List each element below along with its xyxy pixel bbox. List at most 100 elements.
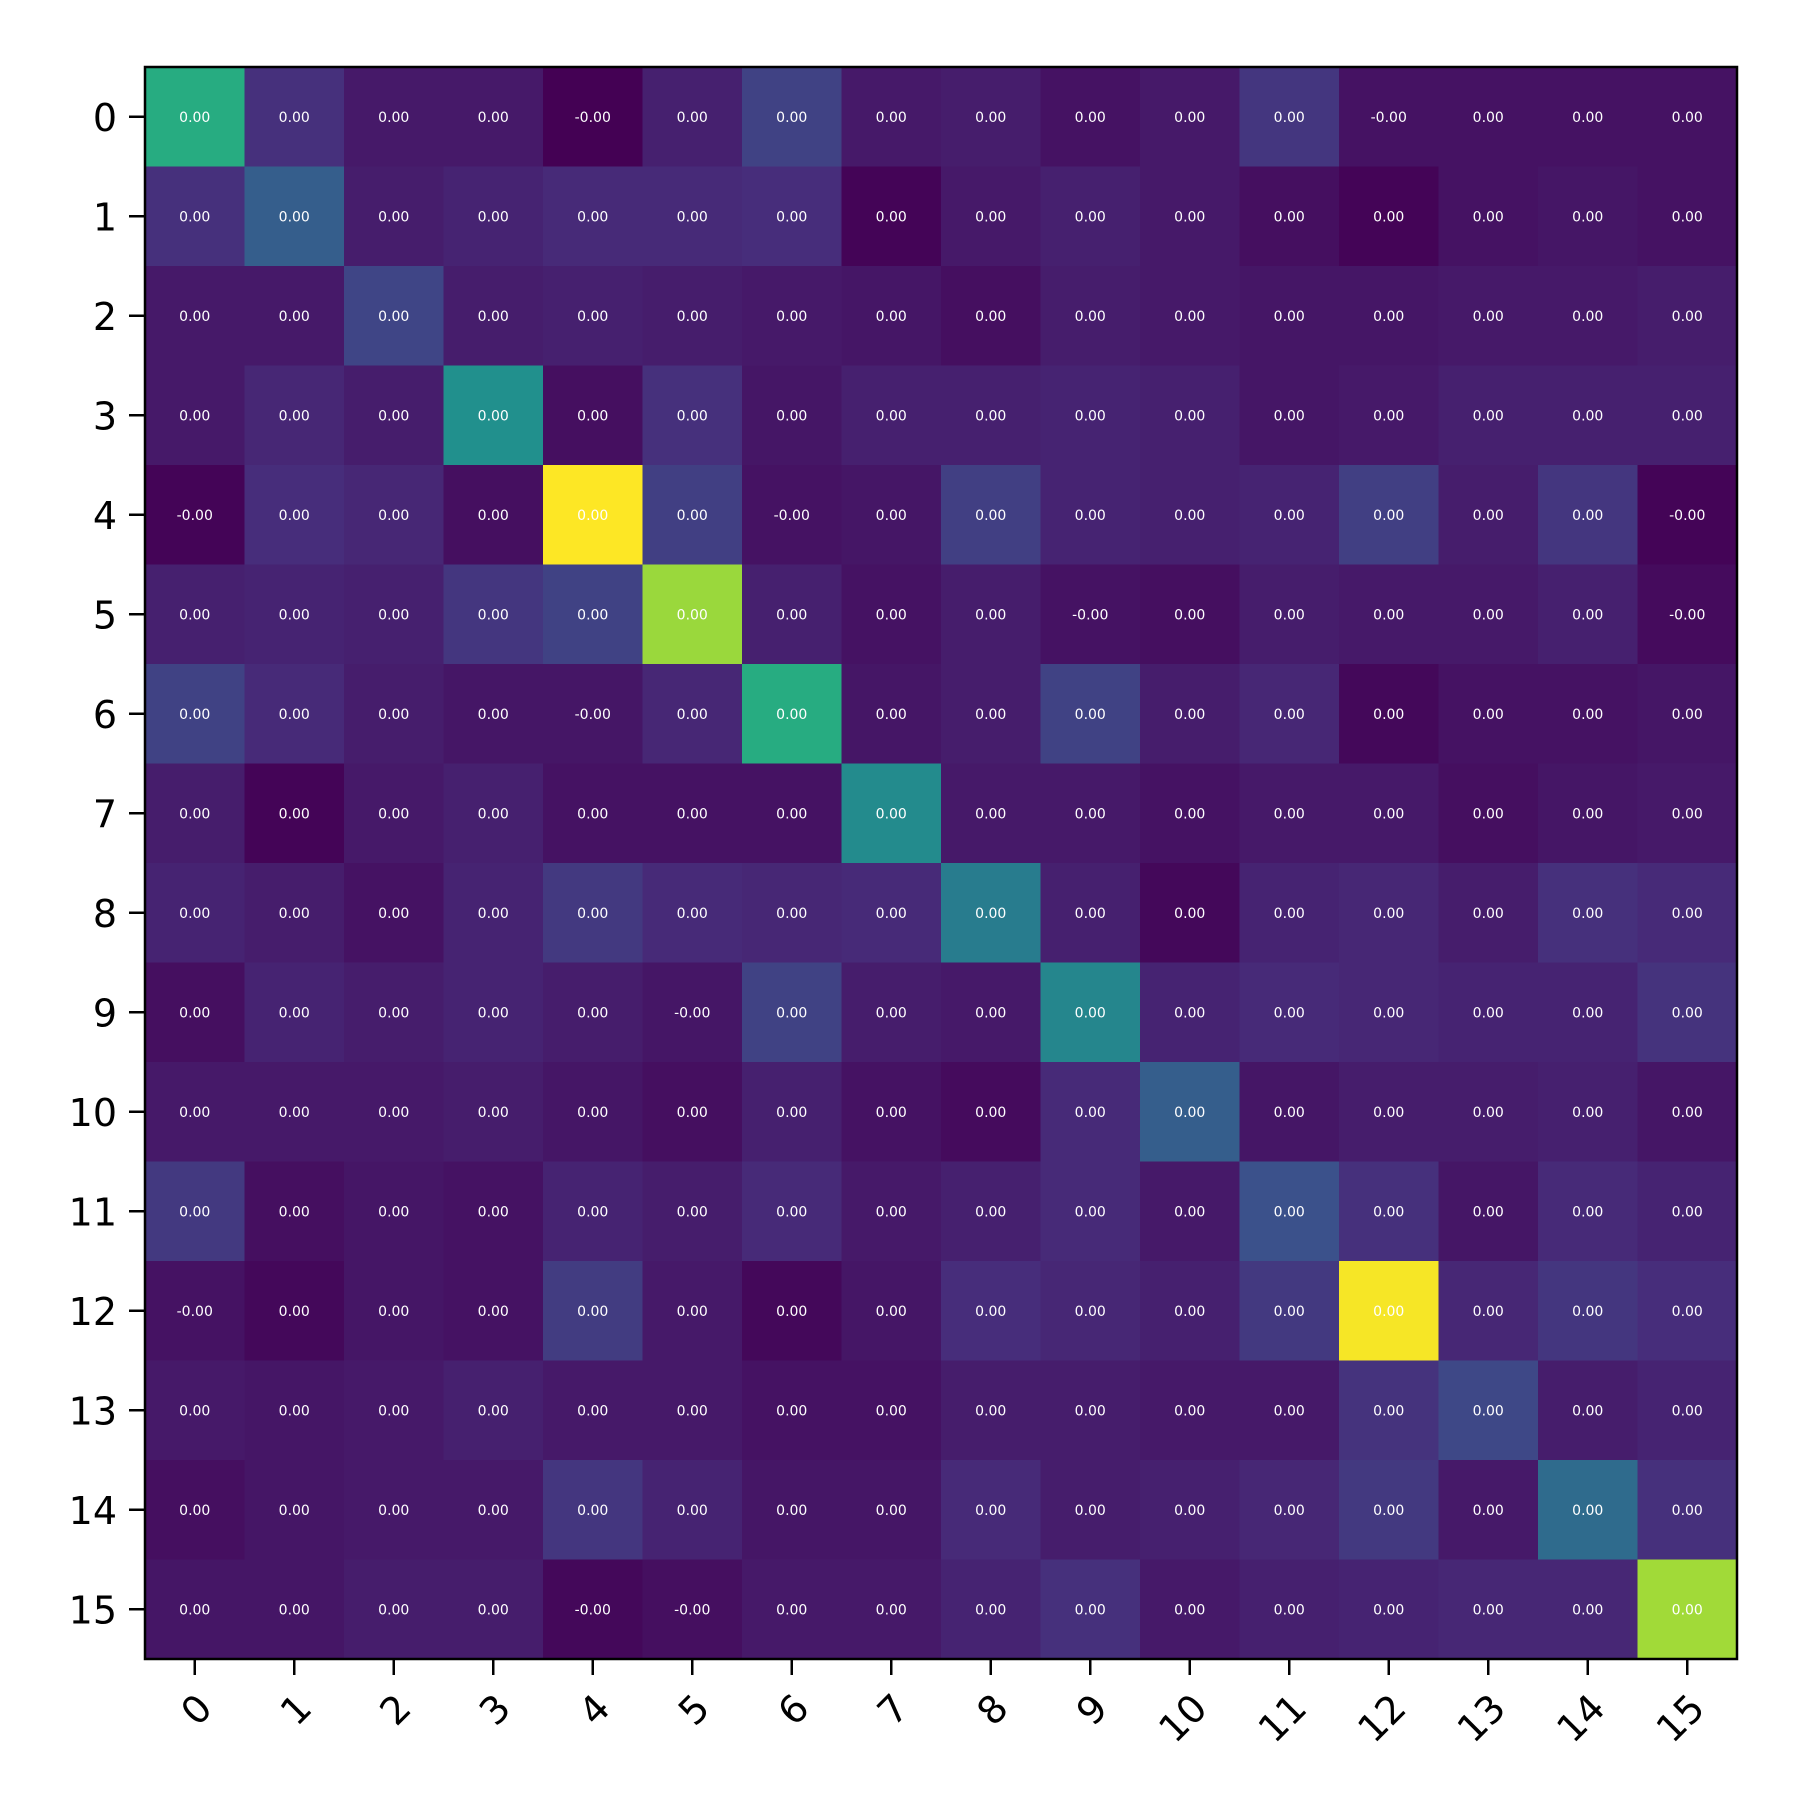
heatmap-cell-r3-c1 <box>244 365 345 466</box>
heatmap-cell-r4-c6 <box>742 465 843 566</box>
cell-label-r2-c11: 0.00 <box>1274 309 1305 325</box>
y-tick-label-6: 6 <box>93 693 117 737</box>
cell-label-r14-c7: 0.00 <box>876 1503 907 1519</box>
heatmap-cell-r12-c4 <box>543 1261 644 1362</box>
cell-label-r7-c15: 0.00 <box>1672 806 1703 822</box>
heatmap-cell-r0-c9 <box>1040 67 1141 168</box>
heatmap-cell-r14-c14 <box>1538 1460 1639 1561</box>
cell-label-r9-c10: 0.00 <box>1174 1005 1205 1021</box>
heatmap-cell-r0-c13 <box>1438 67 1539 168</box>
heatmap-cell-r11-c10 <box>1140 1161 1241 1262</box>
heatmap-cell-r0-c5 <box>642 67 743 168</box>
cell-label-r15-c11: 0.00 <box>1274 1602 1305 1618</box>
heatmap-cell-r5-c3 <box>443 564 544 665</box>
heatmap-cell-r15-c11 <box>1239 1559 1340 1660</box>
heatmap-cell-r5-c14 <box>1538 564 1639 665</box>
heatmap-cell-r6-c10 <box>1140 664 1241 765</box>
cell-label-r5-c4: 0.00 <box>577 607 608 623</box>
cell-label-r0-c0: 0.00 <box>179 110 210 126</box>
plot-frame <box>143 65 1739 1661</box>
cell-label-r6-c13: 0.00 <box>1473 707 1504 723</box>
heatmap-cell-r11-c14 <box>1538 1161 1639 1262</box>
heatmap-cell-r0-c0 <box>145 67 246 168</box>
heatmap-cell-r8-c6 <box>742 863 843 964</box>
cell-label-r5-c12: 0.00 <box>1373 607 1404 623</box>
heatmap-cell-r14-c12 <box>1339 1460 1440 1561</box>
cell-label-r9-c4: 0.00 <box>577 1005 608 1021</box>
heatmap-cell-r14-c2 <box>344 1460 445 1561</box>
heatmap-cell-r0-c12 <box>1339 67 1440 168</box>
heatmap-cell-r9-c11 <box>1239 962 1340 1063</box>
heatmap-cell-r4-c11 <box>1239 465 1340 566</box>
heatmap-cell-r9-c1 <box>244 962 345 1063</box>
heatmap-cell-r11-c13 <box>1438 1161 1539 1262</box>
heatmap-cell-r15-c9 <box>1040 1559 1141 1660</box>
heatmap-cell-r3-c8 <box>941 365 1042 466</box>
cell-label-r4-c11: 0.00 <box>1274 508 1305 524</box>
heatmap-cell-r15-c10 <box>1140 1559 1241 1660</box>
heatmap-cell-r6-c7 <box>841 664 942 765</box>
heatmap-cell-r15-c0 <box>145 1559 246 1660</box>
heatmap-cell-r8-c14 <box>1538 863 1639 964</box>
heatmap-cell-r2-c7 <box>841 266 942 367</box>
heatmap-cell-r5-c4 <box>543 564 644 665</box>
cell-label-r6-c11: 0.00 <box>1274 707 1305 723</box>
heatmap-cell-r7-c9 <box>1040 763 1141 864</box>
cell-label-r8-c2: 0.00 <box>378 906 409 922</box>
heatmap-cell-r2-c8 <box>941 266 1042 367</box>
heatmap-cell-r1-c10 <box>1140 166 1241 267</box>
cell-label-r9-c7: 0.00 <box>876 1005 907 1021</box>
heatmap-cell-r0-c15 <box>1637 67 1738 168</box>
heatmap-cell-r3-c6 <box>742 365 843 466</box>
cell-label-r14-c12: 0.00 <box>1373 1503 1404 1519</box>
heatmap-cell-r4-c10 <box>1140 465 1241 566</box>
y-tick-label-10: 10 <box>69 1091 117 1135</box>
heatmap-cell-r6-c1 <box>244 664 345 765</box>
heatmap-cell-r5-c13 <box>1438 564 1539 665</box>
heatmap-cell-r5-c7 <box>841 564 942 665</box>
heatmap-cell-r5-c1 <box>244 564 345 665</box>
heatmap-cell-r15-c8 <box>941 1559 1042 1660</box>
heatmap-cell-r1-c13 <box>1438 166 1539 267</box>
heatmap-cell-r13-c3 <box>443 1360 544 1461</box>
heatmap-cell-r1-c14 <box>1538 166 1639 267</box>
heatmap-cell-r5-c11 <box>1239 564 1340 665</box>
heatmap-cell-r5-c15 <box>1637 564 1738 665</box>
cell-label-r7-c0: 0.00 <box>179 806 210 822</box>
heatmap-cell-r6-c3 <box>443 664 544 765</box>
cell-label-r6-c10: 0.00 <box>1174 707 1205 723</box>
cell-label-r8-c5: 0.00 <box>677 906 708 922</box>
cell-label-r2-c7: 0.00 <box>876 309 907 325</box>
cell-label-r6-c4: -0.00 <box>575 707 611 723</box>
cell-label-r1-c7: 0.00 <box>876 209 907 225</box>
heatmap-cell-r14-c0 <box>145 1460 246 1561</box>
heatmap-cell-r4-c8 <box>941 465 1042 566</box>
heatmap-cell-r15-c15 <box>1637 1559 1738 1660</box>
cell-label-r2-c13: 0.00 <box>1473 309 1504 325</box>
heatmap-cell-r8-c0 <box>145 863 246 964</box>
y-tick-label-11: 11 <box>69 1190 117 1234</box>
heatmap-cell-r3-c15 <box>1637 365 1738 466</box>
heatmap-cell-r4-c2 <box>344 465 445 566</box>
heatmap-cell-r9-c15 <box>1637 962 1738 1063</box>
heatmap-cell-r6-c0 <box>145 664 246 765</box>
cell-label-r1-c11: 0.00 <box>1274 209 1305 225</box>
heatmap-cell-r14-c3 <box>443 1460 544 1561</box>
cell-label-r0-c15: 0.00 <box>1672 110 1703 126</box>
cell-label-r7-c4: 0.00 <box>577 806 608 822</box>
cell-label-r0-c6: 0.00 <box>776 110 807 126</box>
heatmap-cell-r3-c0 <box>145 365 246 466</box>
cell-label-r7-c9: 0.00 <box>1075 806 1106 822</box>
heatmap-cell-r13-c7 <box>841 1360 942 1461</box>
cell-label-r14-c6: 0.00 <box>776 1503 807 1519</box>
cell-label-r7-c1: 0.00 <box>279 806 310 822</box>
heatmap-cell-r5-c10 <box>1140 564 1241 665</box>
cell-label-r0-c1: 0.00 <box>279 110 310 126</box>
heatmap-cell-r13-c15 <box>1637 1360 1738 1461</box>
cell-label-r3-c3: 0.00 <box>478 408 509 424</box>
heatmap-cell-r10-c10 <box>1140 1062 1241 1163</box>
cell-label-r12-c1: 0.00 <box>279 1304 310 1320</box>
cell-label-r10-c3: 0.00 <box>478 1105 509 1121</box>
cell-label-r11-c13: 0.00 <box>1473 1204 1504 1220</box>
